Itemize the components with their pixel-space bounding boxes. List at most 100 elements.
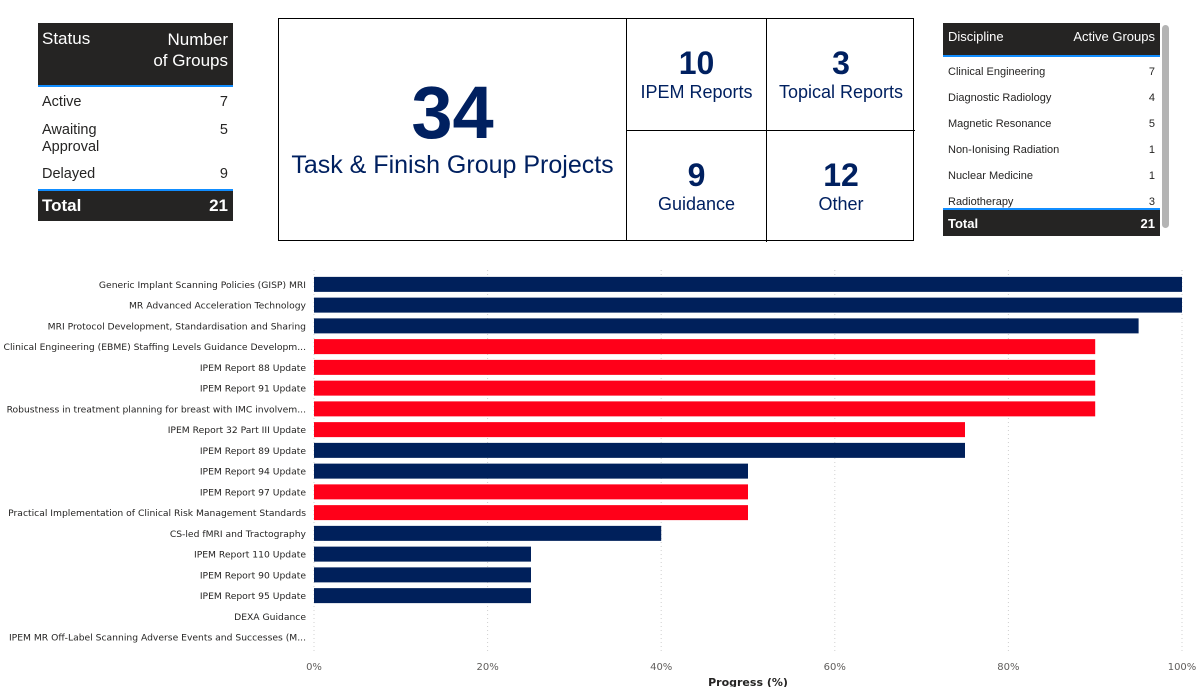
table-row: Nuclear Medicine 1 [943,163,1160,189]
discipline-rows: Clinical Engineering 7 Diagnostic Radiol… [943,57,1160,215]
table-row: Radiotherapy 3 [943,189,1160,215]
bar[interactable] [314,297,1182,313]
status-cell: Active [42,94,82,110]
total-value: 21 [1140,215,1155,231]
table-row: Non-Ionising Radiation 1 [943,137,1160,163]
kpi-label: Other [818,193,864,214]
discipline-cell: Diagnostic Radiology [948,92,1052,104]
bar[interactable] [314,484,748,500]
table-row: Awaiting Approval 5 [38,116,233,166]
kpi-value: 34 [411,71,494,154]
bar[interactable] [314,588,531,604]
kpi-card-ipem-reports: 10 IPEM Reports [627,19,767,131]
bar[interactable] [314,339,1096,355]
category-label: MR Advanced Acceleration Technology [129,301,307,312]
x-axis-title: Progress (%) [708,676,788,687]
category-label: IPEM Report 32 Part III Update [168,425,307,436]
kpi-card-total-projects: 34 Task & Finish Group Projects [278,18,627,241]
category-label: IPEM MR Off-Label Scanning Adverse Event… [9,633,306,644]
category-label: Practical Implementation of Clinical Ris… [8,508,306,519]
header-line-2: of Groups [153,51,228,70]
category-label: DEXA Guidance [234,612,306,623]
bar[interactable] [314,422,965,438]
bar[interactable] [314,463,748,479]
count-cell: 1 [1148,144,1155,156]
discipline-cell: Radiotherapy [948,196,1014,208]
total-label: Total [42,196,82,215]
discipline-cell: Magnetic Resonance [948,118,1052,130]
category-label: IPEM Report 110 Update [194,550,306,561]
status-table-header: Status Number of Groups [38,23,233,87]
category-label: IPEM Report 94 Update [200,467,307,478]
bars [314,276,1182,604]
category-labels: Generic Implant Scanning Policies (GISP)… [4,280,307,644]
count-cell: 5 [1148,118,1155,130]
status-table: Status Number of Groups Active 7 Awaitin… [38,23,233,221]
count-cell: 3 [1148,196,1155,208]
active-groups-column-header[interactable]: Active Groups [1073,29,1155,44]
x-tick-label: 20% [476,662,498,673]
category-label: CS-led fMRI and Tractography [170,529,307,540]
bar[interactable] [314,442,965,458]
count-cell: 4 [1148,92,1155,104]
x-tick-label: 100% [1168,662,1197,673]
status-column-header[interactable]: Status [42,29,91,48]
discipline-table: Discipline Active Groups Clinical Engine… [943,23,1160,236]
bar[interactable] [314,318,1139,334]
bar[interactable] [314,546,531,562]
kpi-value: 12 [823,156,859,193]
count-cell: 9 [219,166,228,182]
kpi-label: Guidance [657,193,736,214]
category-label: IPEM Report 97 Update [200,487,307,498]
category-label: IPEM Report 90 Update [200,570,307,581]
kpi-value: 10 [678,44,715,81]
bar[interactable] [314,525,662,541]
bar[interactable] [314,359,1096,375]
discipline-cell: Clinical Engineering [948,66,1046,78]
total-value: 21 [209,196,228,215]
category-label: Robustness in treatment planning for bre… [7,404,306,415]
kpi-value: 9 [687,156,706,193]
discipline-cell: Non-Ionising Radiation [948,144,1060,156]
discipline-table-scrollbar[interactable] [1162,25,1169,228]
x-tick-label: 40% [650,662,672,673]
bar[interactable] [314,380,1096,396]
status-cell: Awaiting Approval [42,122,99,166]
discipline-table-header: Discipline Active Groups [943,23,1160,57]
discipline-column-header[interactable]: Discipline [948,29,1004,44]
count-cell: 7 [219,94,228,110]
category-label: IPEM Report 91 Update [200,384,307,395]
kpi-card-guidance: 9 Guidance [627,131,767,242]
x-tick-label: 80% [997,662,1019,673]
bar[interactable] [314,567,531,583]
discipline-total-row: Total 21 [943,208,1160,236]
progress-bar-chart: Generic Implant Scanning Policies (GISP)… [0,260,1202,689]
kpi-card-topical-reports: 3 Topical Reports [767,19,915,131]
bar[interactable] [314,276,1182,292]
kpi-label: IPEM Reports [640,81,753,102]
header-line-1: Number [167,30,228,49]
x-tick-label: 60% [824,662,846,673]
category-label: MRI Protocol Development, Standardisatio… [48,321,306,332]
category-label: Generic Implant Scanning Policies (GISP)… [99,280,306,291]
kpi-value: 3 [832,44,850,81]
status-line-1: Awaiting [42,122,97,138]
x-tick-label: 0% [306,662,322,673]
x-axis-ticks: 0% 20% 40% 60% 80% 100% [306,662,1196,673]
category-label: IPEM Report 88 Update [200,363,307,374]
status-cell: Delayed [42,166,96,182]
number-of-groups-column-header[interactable]: Number of Groups [153,29,228,85]
table-row: Clinical Engineering 7 [943,59,1160,85]
status-total-row: Total 21 [38,189,233,221]
bar[interactable] [314,401,1096,417]
kpi-card-other: 12 Other [767,131,915,242]
status-line-2: Approval [42,139,100,155]
kpi-label: Task & Finish Group Projects [291,151,614,179]
bar[interactable] [314,505,748,521]
discipline-cell: Nuclear Medicine [948,170,1033,182]
table-row: Active 7 [38,94,233,116]
table-row: Magnetic Resonance 5 [943,111,1160,137]
category-label: IPEM Report 89 Update [200,446,307,457]
table-row: Diagnostic Radiology 4 [943,85,1160,111]
total-label: Total [948,215,979,231]
